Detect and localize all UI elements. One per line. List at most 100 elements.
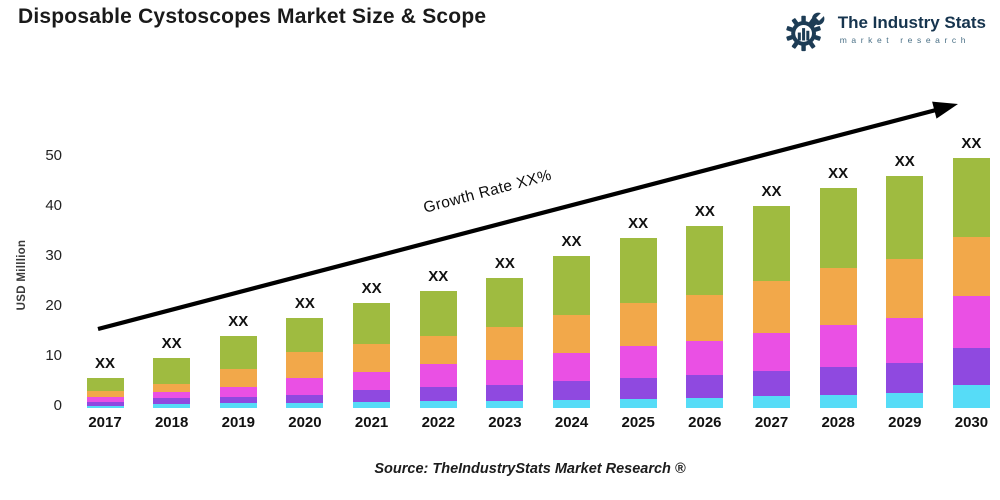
bar-value-label-2025: XX [628, 215, 649, 232]
bar-2020-purple-segment [286, 394, 324, 403]
bar-2023 [486, 278, 524, 408]
bar-2023-orange-segment [486, 326, 524, 360]
bar-2023-magenta-segment [486, 359, 524, 385]
bar-2017-green-segment [86, 378, 124, 391]
x-axis-label-2027: 2027 [754, 414, 789, 431]
bar-2030-orange-segment [952, 237, 990, 296]
logo-text: The Industry Stats market research [838, 13, 986, 45]
bar-2021 [353, 303, 391, 408]
x-axis-label-2018: 2018 [154, 414, 189, 431]
y-axis-title: USD Milllion [16, 239, 28, 311]
bar-2020-magenta-segment [286, 377, 324, 395]
bar-2023-green-segment [486, 278, 524, 327]
bar-2019-cyan-segment [219, 403, 257, 408]
bar-2022-green-segment [419, 290, 457, 336]
bar-value-label-2027: XX [761, 182, 782, 200]
bar-2021-orange-segment [353, 344, 391, 372]
x-axis-label-2022: 2022 [421, 414, 455, 431]
bar-2019-green-segment [219, 335, 257, 369]
bar-2027-green-segment [753, 205, 790, 281]
bar-2025-purple-segment [619, 377, 657, 399]
bar-2026-green-segment [686, 225, 724, 295]
bar-2030-green-segment [952, 158, 990, 237]
bar-2022-purple-segment [419, 387, 457, 401]
bar-value-label-2019: XX [228, 312, 249, 330]
y-tick-label-50: 50 [45, 147, 62, 164]
bar-2026-orange-segment [686, 294, 724, 341]
bar-2019-magenta-segment [219, 387, 257, 397]
bar-2025-magenta-segment [619, 346, 657, 378]
bar-2030 [952, 158, 990, 408]
bar-2018-cyan-segment [153, 403, 191, 408]
y-tick-label-40: 40 [45, 197, 62, 214]
bar-2026 [686, 225, 724, 408]
bar-2025-cyan-segment [619, 398, 657, 408]
y-tick-label-30: 30 [45, 247, 62, 264]
gear-wrench-logo-icon [785, 11, 826, 52]
bar-2027-purple-segment [753, 370, 790, 396]
bar-2030-purple-segment [952, 348, 990, 385]
bar-2017-purple-segment [86, 401, 124, 406]
bar-2029-green-segment [886, 175, 924, 259]
bar-2029-magenta-segment [886, 318, 924, 363]
bar-2018-green-segment [153, 358, 191, 384]
logo: The Industry Stats market research [785, 6, 986, 52]
x-axis-label-2021: 2021 [354, 414, 389, 431]
bar-2028-cyan-segment [819, 394, 857, 408]
logo-tagline: market research [839, 35, 971, 45]
x-axis-label-2029: 2029 [888, 414, 922, 431]
bar-2021-green-segment [353, 303, 391, 344]
bar-2028-magenta-segment [819, 324, 857, 367]
bar-2017-magenta-segment [86, 397, 124, 402]
bar-2018-magenta-segment [153, 392, 191, 398]
bar-2029-purple-segment [886, 362, 924, 393]
logo-name: The Industry Stats [837, 13, 986, 32]
bar-2017-cyan-segment [86, 405, 124, 408]
bar-2024-cyan-segment [553, 399, 591, 408]
bar-2027-magenta-segment [753, 332, 790, 371]
bar-2021-cyan-segment [353, 401, 391, 408]
x-axis-label-2023: 2023 [488, 414, 522, 431]
bar-2018 [153, 358, 191, 408]
bar-2028-purple-segment [819, 366, 857, 395]
bar-2021-purple-segment [353, 389, 391, 402]
bar-2019 [219, 335, 257, 408]
bar-2024-orange-segment [553, 315, 591, 353]
bar-2022 [419, 290, 457, 408]
bar-2018-purple-segment [153, 398, 191, 404]
bar-2027-cyan-segment [753, 396, 790, 408]
bar-2024 [553, 255, 591, 408]
bar-value-label-2030: XX [961, 135, 982, 152]
y-tick-label-0: 0 [53, 397, 62, 414]
x-axis-label-2024: 2024 [554, 414, 589, 431]
bar-2028-orange-segment [819, 268, 857, 325]
x-axis-label-2020: 2020 [288, 414, 322, 431]
x-axis-label-2028: 2028 [821, 414, 855, 431]
bar-2025-green-segment [619, 238, 657, 303]
bar-value-label-2018: XX [161, 335, 182, 352]
bar-2017 [86, 378, 124, 408]
bar-value-label-2022: XX [428, 267, 449, 285]
bar-value-label-2023: XX [494, 255, 515, 272]
bar-value-label-2029: XX [894, 152, 915, 170]
bar-2022-cyan-segment [419, 401, 457, 408]
x-axis-label-2019: 2019 [221, 414, 255, 431]
bar-value-label-2028: XX [828, 165, 849, 182]
x-axis-label-2025: 2025 [621, 414, 655, 431]
bar-2024-green-segment [553, 255, 591, 315]
bar-2023-purple-segment [486, 384, 524, 401]
bar-2027-orange-segment [753, 280, 790, 333]
bar-value-label-2026: XX [694, 202, 715, 220]
bar-2024-purple-segment [553, 381, 591, 400]
x-axis-label-2026: 2026 [688, 414, 722, 431]
y-tick-label-20: 20 [45, 297, 62, 314]
bar-2021-magenta-segment [353, 372, 391, 390]
bar-2019-orange-segment [219, 369, 257, 387]
bar-2026-cyan-segment [686, 397, 724, 408]
bar-2020-cyan-segment [286, 402, 324, 408]
bar-2030-cyan-segment [952, 385, 990, 408]
bar-2022-orange-segment [419, 335, 457, 364]
bar-2028 [819, 188, 857, 408]
source-note: Source: TheIndustryStats Market Research… [374, 461, 686, 477]
